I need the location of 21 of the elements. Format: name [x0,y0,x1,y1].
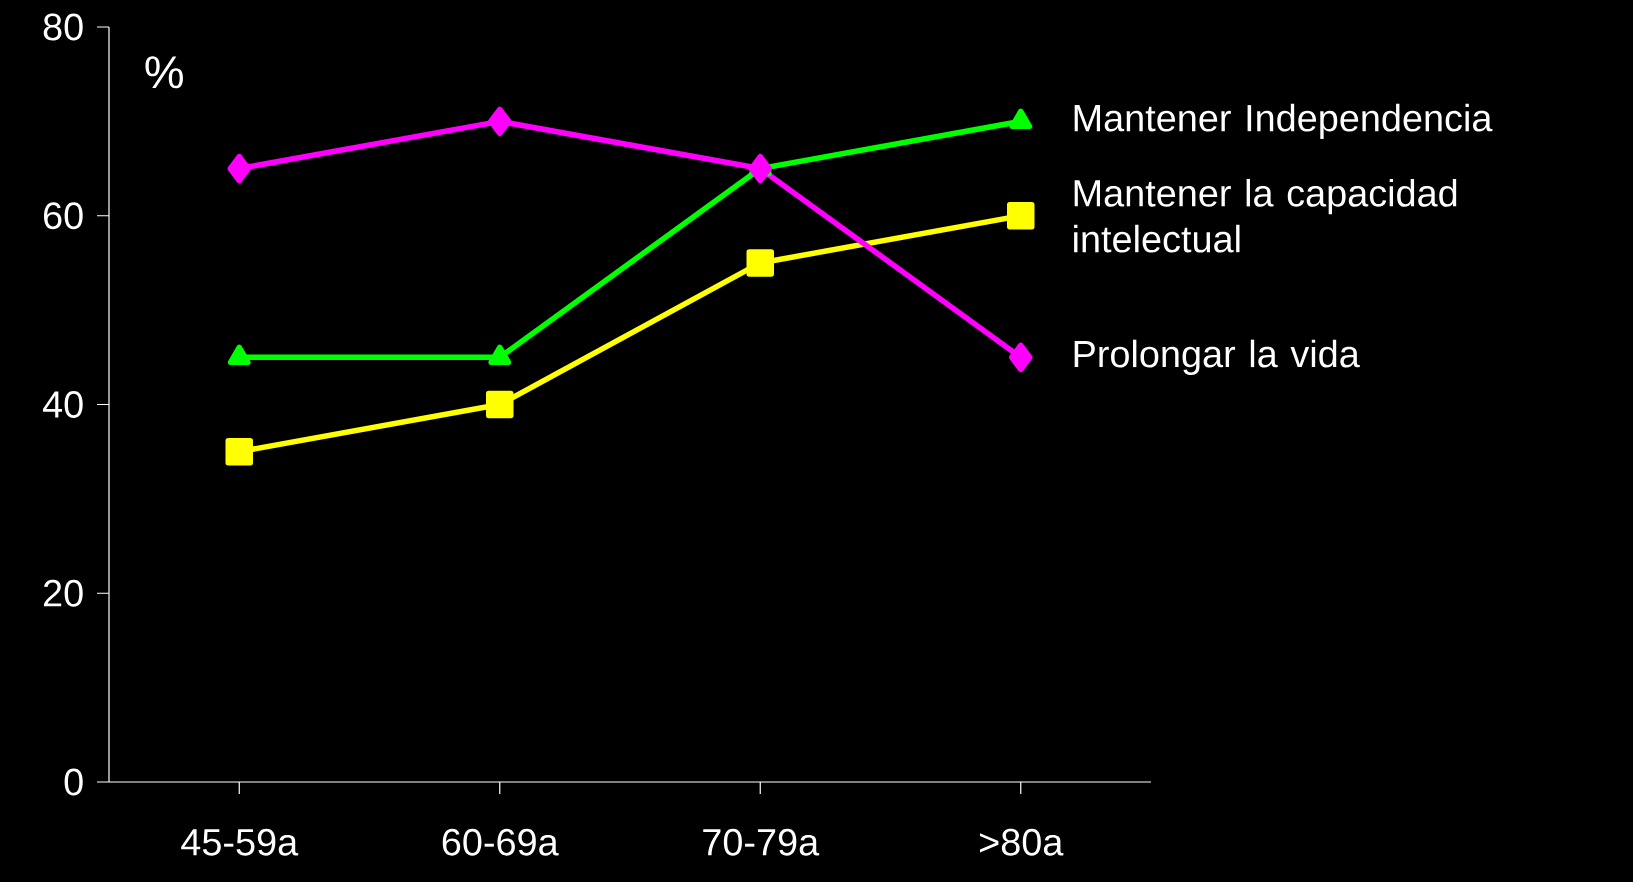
y-tick-label: 0 [64,768,83,796]
series-label: Mantener la capacidad intelectual [1074,178,1457,253]
x-tick-label: 45-59a [181,828,299,856]
y-tick-label: 80 [43,13,83,41]
y-axis-title: % [145,56,183,89]
point [748,153,772,184]
point [1009,342,1033,373]
x-tick-label: >80a [979,828,1064,856]
point [488,106,512,137]
series-label: Mantener Independencia [1074,103,1493,140]
y-tick-label: 60 [43,202,83,230]
point [225,437,253,466]
y-tick-label: 20 [43,579,83,607]
point [746,249,774,277]
x-tick-label: 60-69a [442,828,559,856]
point [486,390,514,419]
y-tick-label: 40 [42,391,83,418]
point [227,153,251,184]
series-label: Prolongar la vida [1074,339,1360,375]
point [1007,202,1035,230]
x-tick-label: 70-79a [703,828,820,856]
